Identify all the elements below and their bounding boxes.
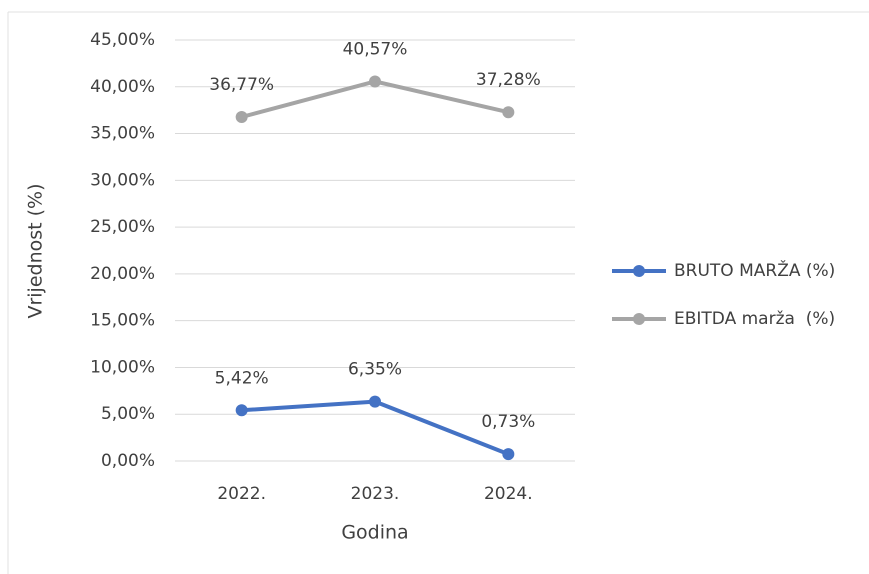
- y-tick-label: 35,00%: [90, 124, 155, 144]
- x-tick-label: 2023.: [351, 484, 400, 504]
- data-label: 6,35%: [348, 360, 402, 380]
- data-label: 0,73%: [481, 412, 535, 432]
- marker: [235, 110, 248, 123]
- legend-marker: [633, 265, 645, 277]
- data-label: 40,57%: [343, 39, 408, 59]
- legend-marker: [633, 313, 645, 325]
- y-tick-label: 40,00%: [90, 77, 155, 97]
- y-tick-label: 15,00%: [90, 311, 155, 331]
- marker: [502, 448, 515, 461]
- legend-label: EBITDA marža (%): [674, 309, 835, 329]
- data-label: 36,77%: [209, 75, 274, 95]
- x-axis-label: Godina: [341, 522, 408, 544]
- y-tick-label: 20,00%: [90, 264, 155, 284]
- x-tick-label: 2022.: [217, 484, 266, 504]
- y-tick-label: 45,00%: [90, 30, 155, 50]
- marker: [369, 75, 381, 88]
- marker: [502, 106, 515, 119]
- y-tick-label: 5,00%: [101, 404, 155, 424]
- y-tick-label: 0,00%: [101, 451, 155, 471]
- y-tick-label: 10,00%: [90, 357, 155, 377]
- y-tick-label: 30,00%: [90, 170, 155, 190]
- marker: [369, 395, 381, 408]
- legend-label: BRUTO MARŽA (%): [674, 259, 835, 281]
- data-label: 5,42%: [215, 368, 269, 388]
- x-tick-label: 2024.: [484, 484, 533, 504]
- y-tick-label: 25,00%: [90, 217, 155, 237]
- y-axis-label: Vrijednost (%): [25, 183, 47, 318]
- data-label: 37,28%: [476, 70, 541, 90]
- marker: [235, 404, 248, 417]
